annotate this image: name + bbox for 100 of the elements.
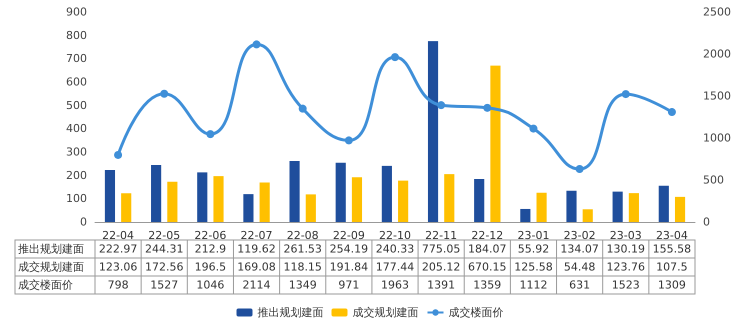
legend-label: 成交楼面价: [448, 306, 504, 319]
x-tick-label: 23-04: [656, 229, 688, 242]
data-label: 261.53: [283, 242, 322, 256]
bar: [213, 176, 224, 222]
data-label: 172.56: [144, 260, 184, 274]
x-tick-label: 23-02: [564, 229, 596, 242]
data-label: 123.76: [606, 260, 646, 274]
x-tick-label: 22-08: [286, 229, 319, 242]
point: [668, 108, 676, 116]
data-label: 240.33: [376, 242, 414, 256]
data-label: 2114: [242, 278, 271, 292]
bar: [289, 160, 300, 222]
bar: [474, 179, 484, 222]
y2-tick-label: 500: [703, 174, 724, 186]
point: [114, 150, 122, 159]
data-label: 130.19: [606, 242, 646, 256]
data-label: 798: [108, 278, 129, 292]
bar: [628, 193, 639, 222]
data-label: 55.92: [518, 242, 550, 256]
data-label: 54.48: [564, 260, 596, 274]
bar: [658, 186, 669, 222]
bar: [398, 180, 408, 222]
x-tick-label: 22-09: [332, 229, 365, 242]
x-tick-label: 22-05: [148, 229, 180, 242]
point: [160, 90, 168, 98]
data-label: 205.12: [422, 260, 460, 274]
data-label: 1349: [288, 278, 317, 292]
bar: [151, 164, 162, 222]
text: 成交规划建面: [18, 260, 84, 274]
data-label: 212.9: [194, 242, 226, 256]
point: [576, 165, 584, 173]
data-label: 119.62: [237, 242, 276, 256]
data-label: 196.5: [194, 260, 226, 274]
y-tick-label: 600: [66, 76, 87, 88]
point: [298, 104, 307, 113]
bar: [197, 172, 208, 222]
bar: [243, 194, 254, 222]
bar: [566, 190, 577, 222]
data-label: 1523: [612, 278, 640, 292]
data-label: 1359: [473, 278, 502, 292]
data-label: 971: [338, 278, 360, 292]
x-tick-label: 22-06: [194, 229, 226, 242]
data-label: 1963: [381, 278, 409, 292]
data-label: 107.5: [656, 260, 688, 274]
x-tick-label: 22-07: [240, 229, 273, 242]
bar: [612, 192, 623, 222]
y-tick-label: 500: [66, 98, 87, 112]
data-label: 775.05: [422, 242, 460, 256]
y2-tick-label: 2500: [703, 6, 731, 18]
data-label: 244.31: [144, 242, 184, 256]
point: [529, 124, 538, 133]
bar: [336, 162, 346, 222]
point: [252, 40, 261, 48]
point: [437, 101, 446, 110]
data-label: 631: [569, 278, 590, 292]
point: [622, 90, 630, 98]
x-tick-label: 23-03: [610, 229, 642, 242]
bar: [536, 192, 547, 222]
bar: [490, 66, 501, 222]
data-label: 184.07: [468, 242, 507, 256]
y-tick-label: 200: [66, 168, 87, 182]
x-tick-label: 22-11: [425, 229, 458, 242]
data-label: 191.84: [330, 260, 368, 274]
bar: [444, 174, 454, 222]
x-tick-label: 22-12: [471, 229, 504, 242]
text: 推出规划建面: [18, 242, 84, 256]
bar: [674, 196, 686, 222]
point: [206, 130, 214, 138]
x-tick-label: 22-10: [379, 229, 411, 242]
data-label: 222.97: [98, 242, 138, 256]
data-label: 134.07: [560, 242, 599, 256]
y-tick-label: 0: [80, 216, 87, 228]
bar: [104, 170, 116, 222]
y2-tick-label: 1000: [703, 132, 731, 144]
bar: [520, 208, 530, 222]
y-tick-label: 300: [66, 146, 87, 158]
data-label: 118.15: [283, 260, 322, 274]
data-label: 1391: [427, 278, 456, 292]
data-label: 169.08: [237, 260, 276, 274]
data-label: 1309: [658, 278, 686, 292]
data-label: 155.58: [652, 242, 692, 256]
bar: [121, 193, 132, 222]
bar: [167, 182, 178, 222]
legend-label: 成交规划建面: [352, 306, 418, 319]
data-label: 670.15: [468, 260, 507, 274]
y2-tick-label: 0: [703, 216, 710, 228]
data-label: 254.19: [330, 242, 368, 256]
bar: [382, 166, 392, 222]
data-label: 123.06: [98, 260, 138, 274]
y2-tick-label: 1500: [703, 90, 731, 102]
legend-label: 推出规划建面: [258, 306, 324, 319]
bar: [306, 194, 316, 222]
bar: [352, 177, 362, 222]
data-label: 177.44: [376, 260, 414, 274]
data-label: 1112: [519, 278, 548, 292]
bar: [582, 209, 593, 222]
text: 成交楼面价: [18, 278, 73, 292]
y-tick-label: 800: [66, 28, 87, 42]
y-tick-label: 900: [66, 6, 87, 18]
x-tick-label: 22-04: [102, 229, 134, 242]
